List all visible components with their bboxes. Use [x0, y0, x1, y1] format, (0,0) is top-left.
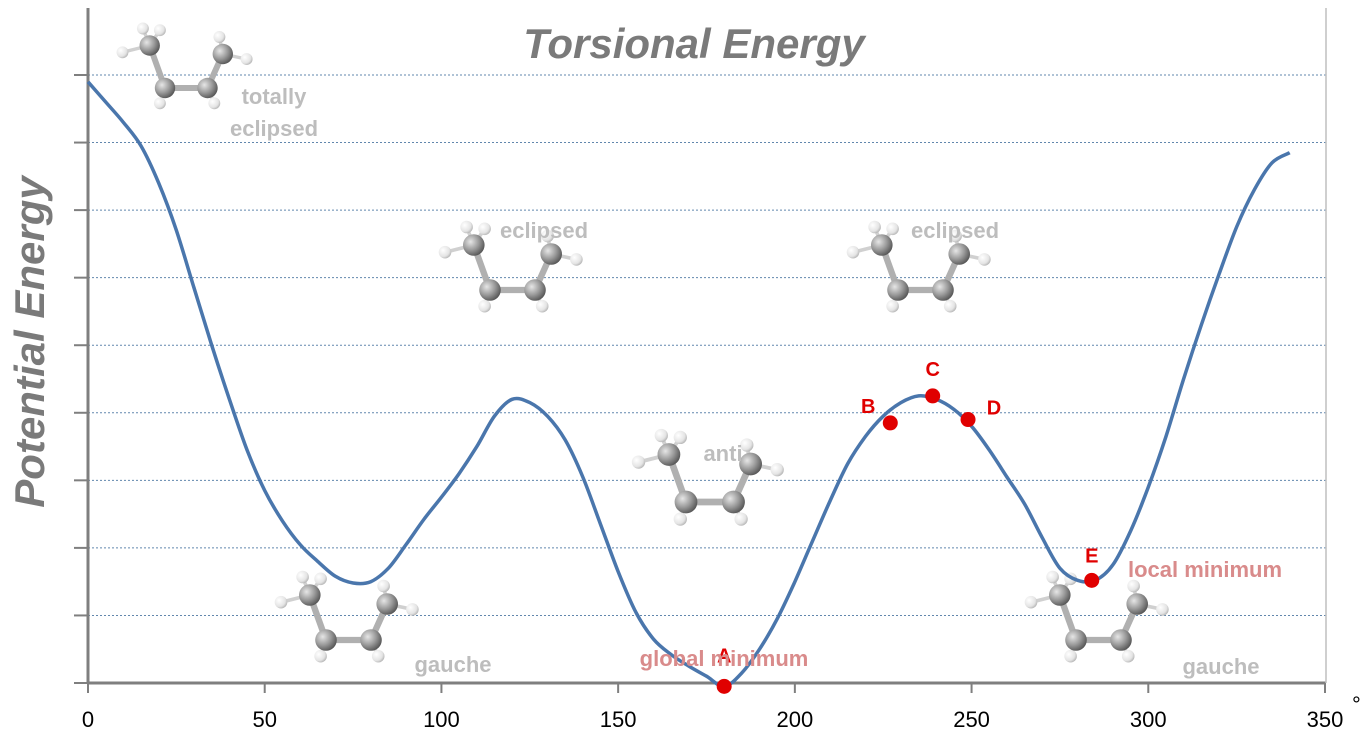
annotation-local-minimum: local minimum — [1128, 557, 1282, 582]
point-label-c: C — [925, 359, 939, 381]
chart-title: Torsional Energy — [523, 20, 867, 67]
point-a — [716, 678, 732, 694]
label-anti: anti — [703, 441, 742, 466]
x-tick-labels: 0 50 100 150 200 250 300 350 — [82, 707, 1343, 732]
x-axis-tick-marks — [87, 683, 1326, 693]
x-tick-label: 300 — [1130, 707, 1167, 732]
point-label-d: D — [987, 398, 1001, 420]
label-gauche-right: gauche — [1182, 654, 1259, 679]
label-eclipsed-right: eclipsed — [911, 218, 999, 243]
x-tick-label: 50 — [252, 707, 276, 732]
point-c — [925, 388, 941, 404]
label-eclipsed-left: eclipsed — [500, 218, 588, 243]
y-axis-label: Potential Energy — [6, 174, 53, 508]
x-tick-label: 100 — [423, 707, 460, 732]
label-totally-eclipsed-line2: eclipsed — [230, 116, 318, 141]
annotation-global-minimum: global minimum — [640, 646, 809, 671]
label-totally-eclipsed-line1: totally — [242, 84, 308, 109]
point-b — [882, 415, 898, 431]
point-e — [1084, 572, 1100, 588]
gridlines — [88, 74, 1326, 616]
molecule-totally-eclipsed — [117, 23, 253, 110]
label-gauche-left: gauche — [414, 652, 491, 677]
x-tick-label: 0 — [82, 707, 94, 732]
energy-curve-series — [86, 80, 1291, 689]
point-label-e: E — [1085, 545, 1098, 567]
marked-points: A B C D E — [716, 359, 1100, 694]
point-label-a: A — [717, 645, 731, 667]
x-tick-label: 200 — [776, 707, 813, 732]
x-unit-label: ° — [1352, 692, 1361, 717]
y-axis-tick-marks — [74, 74, 88, 684]
x-tick-label: 250 — [953, 707, 990, 732]
point-label-b: B — [861, 396, 875, 418]
point-d — [960, 412, 976, 428]
x-tick-label: 350 — [1307, 707, 1344, 732]
x-tick-label: 150 — [600, 707, 637, 732]
molecule-gauche-left — [275, 571, 419, 663]
